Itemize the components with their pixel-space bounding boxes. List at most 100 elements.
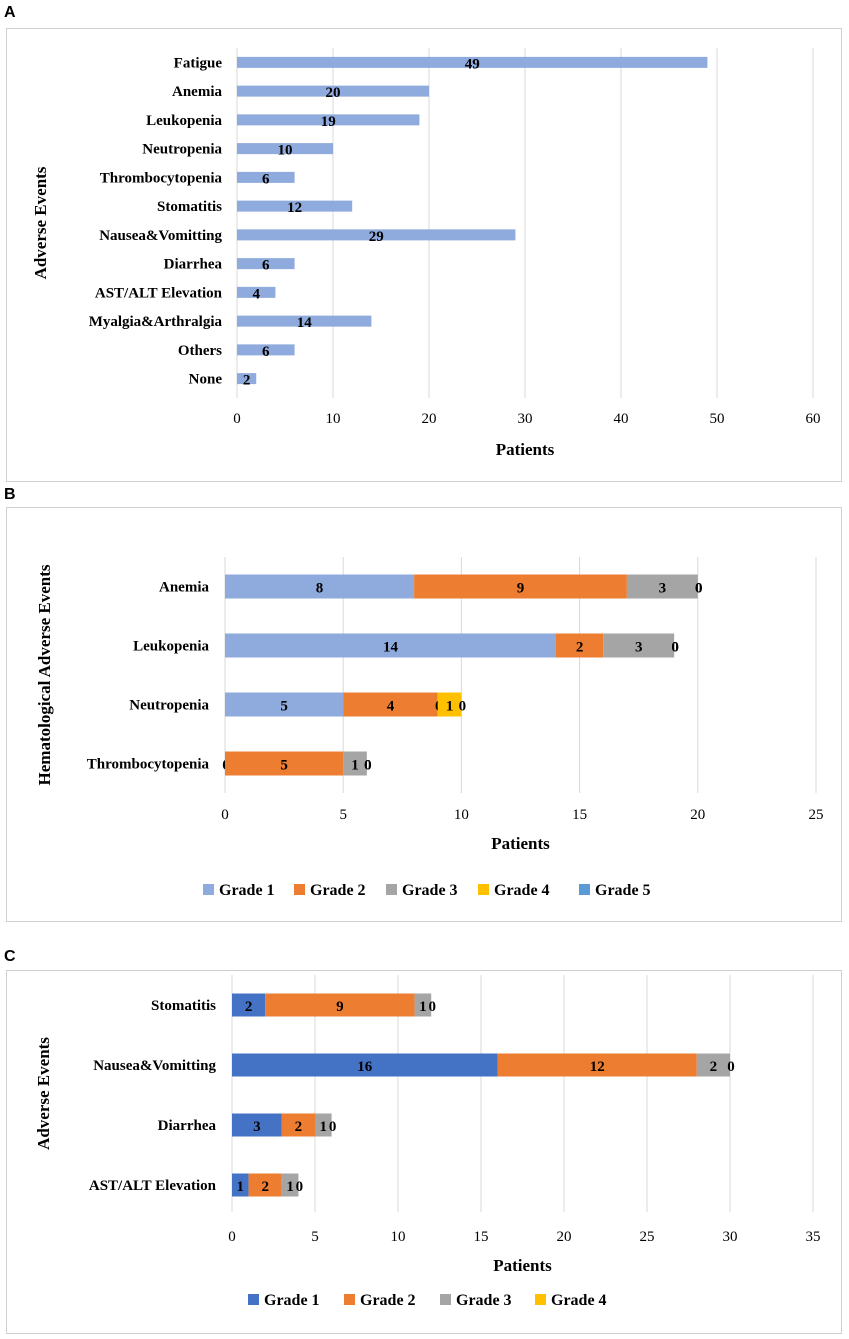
legend-label: Grade 2 [360, 1292, 416, 1309]
data-label: 9 [336, 999, 344, 1015]
x-tick-label: 20 [557, 1229, 572, 1245]
bar [237, 315, 372, 327]
category-label: None [189, 372, 223, 388]
bar [237, 373, 257, 385]
data-label: 3 [635, 640, 643, 656]
chart-a-frame [6, 28, 842, 482]
bar-segment [343, 692, 438, 717]
category-label: Neutropenia [142, 142, 222, 158]
legend-label: Grade 1 [264, 1292, 320, 1309]
bar-segment [497, 1053, 697, 1077]
x-tick-label: 50 [710, 411, 725, 427]
panel-label-a: A [4, 4, 16, 21]
bar-segment [696, 1053, 730, 1077]
y-axis-label: Adverse Events [34, 1037, 53, 1150]
data-label: 1 [286, 1179, 294, 1195]
category-label: Leukopenia [146, 113, 222, 129]
bar-segment [603, 633, 675, 658]
data-label: 2 [243, 373, 251, 389]
legend-label: Grade 3 [402, 882, 458, 899]
x-tick-label: 0 [221, 807, 229, 823]
bar-segment [281, 1173, 299, 1197]
data-label: 14 [297, 315, 313, 331]
bar [237, 171, 295, 183]
category-label: Neutropenia [129, 698, 209, 714]
y-axis-label: Adverse Events [31, 166, 50, 279]
bar-segment [232, 1173, 249, 1197]
data-label: 49 [465, 56, 480, 72]
category-label: Anemia [159, 580, 209, 596]
x-tick-label: 0 [228, 1229, 236, 1245]
x-axis-label: Patients [496, 440, 555, 459]
category-label: Myalgia&Arthralgia [89, 314, 223, 330]
category-label: Leukopenia [133, 639, 209, 655]
data-label: 5 [280, 758, 288, 774]
legend-swatch [478, 884, 489, 895]
data-label: 8 [316, 581, 324, 597]
x-tick-label: 15 [572, 807, 587, 823]
legend-swatch [248, 1294, 259, 1305]
bar [237, 143, 333, 155]
legend-swatch [535, 1294, 546, 1305]
data-label: 0 [329, 1119, 337, 1135]
bar-segment [232, 1113, 282, 1137]
data-label: 4 [252, 286, 260, 302]
bar-segment [343, 751, 367, 776]
data-label: 4 [387, 699, 395, 715]
data-label: 5 [280, 699, 288, 715]
x-tick-label: 10 [454, 807, 469, 823]
x-tick-label: 30 [723, 1229, 738, 1245]
data-label: 0 [428, 999, 436, 1015]
data-label: 12 [287, 200, 302, 216]
category-label: Stomatitis [151, 998, 216, 1014]
category-label: AST/ALT Elevation [95, 285, 223, 301]
data-label: 20 [326, 85, 341, 101]
category-label: Thrombocytopenia [87, 757, 210, 773]
bar-segment [248, 1173, 282, 1197]
x-tick-label: 60 [806, 411, 821, 427]
x-tick-label: 20 [690, 807, 705, 823]
x-tick-label: 15 [474, 1229, 489, 1245]
data-label: 3 [253, 1119, 261, 1135]
bar-segment [225, 692, 344, 717]
bar-segment [225, 751, 344, 776]
category-label: Anemia [172, 84, 222, 100]
x-tick-label: 35 [806, 1229, 821, 1245]
data-label: 1 [351, 758, 359, 774]
bar-segment [232, 1053, 498, 1077]
category-label: Thrombocytopenia [100, 170, 223, 186]
legend-label: Grade 5 [595, 882, 651, 899]
legend-label: Grade 2 [310, 882, 366, 899]
data-label: 19 [321, 114, 336, 130]
legend-swatch [203, 884, 214, 895]
data-label: 2 [576, 640, 584, 656]
bar [237, 344, 295, 356]
data-label: 14 [383, 640, 399, 656]
data-label: 1 [446, 699, 454, 715]
x-tick-label: 10 [326, 411, 341, 427]
data-label: 10 [278, 143, 293, 159]
bar [237, 286, 276, 298]
bar [237, 85, 429, 97]
data-label: 0 [695, 581, 703, 597]
bar-segment [265, 993, 415, 1017]
bar [237, 114, 420, 126]
legend-swatch [579, 884, 590, 895]
x-tick-label: 5 [339, 807, 347, 823]
data-label: 2 [261, 1179, 269, 1195]
legend-swatch [440, 1294, 451, 1305]
data-label: 2 [710, 1059, 718, 1075]
bar-segment [414, 574, 627, 599]
panel-label-b: B [4, 486, 16, 503]
category-label: Nausea&Vomitting [99, 228, 222, 244]
data-label: 6 [262, 344, 270, 360]
data-label: 12 [590, 1059, 605, 1075]
data-label: 9 [517, 581, 525, 597]
data-label: 0 [296, 1179, 304, 1195]
legend-swatch [294, 884, 305, 895]
legend-label: Grade 4 [494, 882, 550, 899]
data-label: 1 [237, 1179, 245, 1195]
data-label: 0 [695, 581, 703, 597]
